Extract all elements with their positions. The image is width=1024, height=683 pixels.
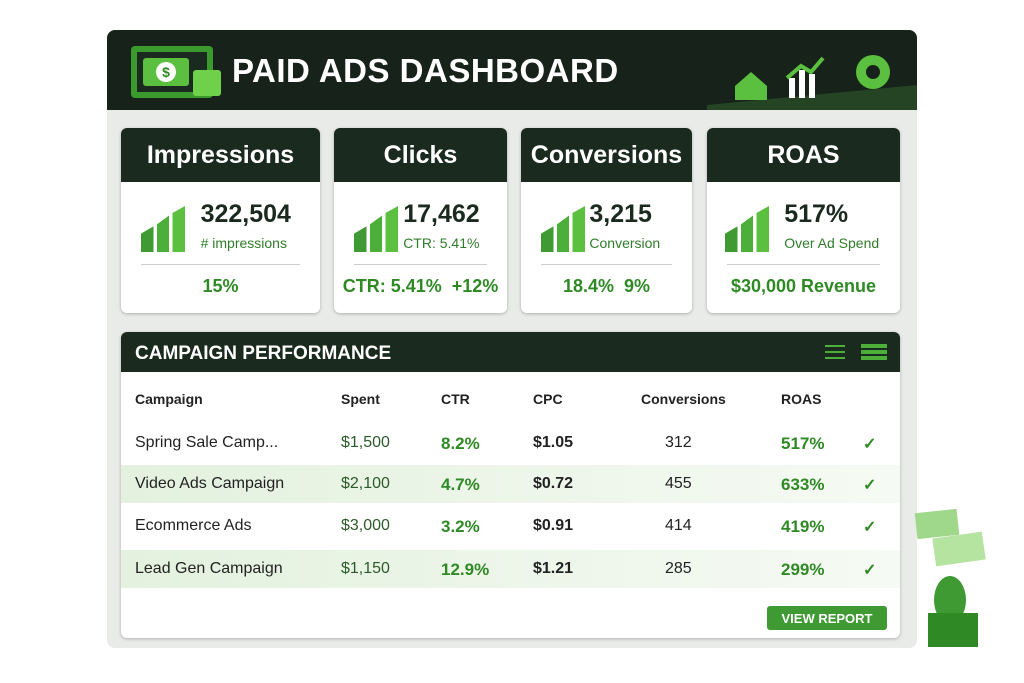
- table-cell: 3.2%: [441, 517, 480, 536]
- kpi-icon: [541, 206, 585, 252]
- kpi-title: Conversions: [521, 128, 692, 182]
- table-cell: $1,150: [341, 560, 390, 577]
- row-check: ✓: [863, 477, 877, 494]
- table-cell: $0.91: [533, 517, 574, 534]
- kpi-card: Clicks 17,462 CTR: 5.41% CTR: 5.41% +12%: [334, 128, 507, 313]
- kpi-card: ROAS 517% Over Ad Spend $30,000 Revenue: [707, 128, 900, 313]
- table-title: CAMPAIGN PERFORMANCE: [135, 343, 392, 364]
- dashboard-title: PAID ADS DASHBOARD: [232, 52, 619, 89]
- kpi-footer: 18.4% 9%: [521, 276, 692, 297]
- column-header: CPC: [533, 391, 563, 407]
- row-check: ✓: [863, 519, 877, 536]
- view-report-button[interactable]: VIEW REPORT: [767, 606, 887, 630]
- kpi-divider: [141, 264, 300, 265]
- table-cell: 633%: [781, 475, 825, 494]
- table-cell: 12.9%: [441, 560, 490, 579]
- kpi-value: 3,215: [589, 200, 652, 228]
- table-cell: 455: [665, 475, 692, 492]
- column-header: CTR: [441, 391, 470, 407]
- column-header: Campaign: [135, 391, 203, 407]
- kpi-footer-text: 18.4%: [562, 276, 615, 296]
- table-cell: Ecommerce Ads: [135, 517, 252, 534]
- table-cell: 517%: [781, 434, 825, 453]
- header-icons: $: [131, 46, 917, 110]
- table-cell: 419%: [781, 517, 825, 536]
- kpi-footer: 15%: [121, 276, 320, 297]
- table-header: [121, 332, 900, 372]
- kpi-footer-text: CTR: 5.41%: [342, 276, 442, 296]
- kpi-footer-text: $30,000 Revenue: [730, 276, 877, 296]
- kpi-subtitle: Over Ad Spend: [784, 235, 880, 251]
- table-cell: 299%: [781, 560, 825, 579]
- table-row: Video Ads Campaign $2,100 4.7% $0.72 455 633%…: [121, 465, 900, 503]
- kpi-icon: [725, 206, 769, 252]
- kpi-divider: [354, 264, 487, 265]
- kpi-card: Conversions 3,215 Conversion 18.4% 9%: [521, 128, 692, 313]
- kpi-title: ROAS: [707, 128, 900, 182]
- svg-text:$: $: [162, 64, 170, 80]
- table-cell: Lead Gen Campaign: [135, 560, 283, 577]
- table-cell: 4.7%: [441, 475, 480, 494]
- kpi-footer-text: +12%: [451, 276, 499, 296]
- table-cell: 285: [665, 560, 692, 577]
- table-row: Lead Gen Campaign $1,150 12.9% $1.21 285 299%…: [121, 550, 900, 588]
- column-header: ROAS: [781, 391, 822, 407]
- kpi-subtitle: CTR: 5.41%: [403, 235, 480, 251]
- kpi-footer: CTR: 5.41% +12%: [334, 276, 507, 297]
- table-cell: Spring Sale Camp...: [135, 434, 279, 451]
- kpi-divider: [541, 264, 672, 265]
- kpi-footer-text: 15%: [202, 276, 239, 296]
- table-cell: $1.21: [533, 560, 574, 577]
- kpi-subtitle: Conversion: [589, 235, 661, 251]
- kpi-divider: [727, 264, 880, 265]
- table-row: Spring Sale Camp... $1,500 8.2% $1.05 312 517…: [121, 424, 900, 462]
- table-cell: Video Ads Campaign: [135, 475, 285, 492]
- plant-decoration: [914, 508, 986, 647]
- kpi-subtitle: # impressions: [200, 235, 287, 251]
- table-cell: $0.72: [533, 475, 574, 492]
- table-cell: $2,100: [341, 475, 390, 492]
- kpi-title: Impressions: [121, 128, 320, 182]
- kpi-icon: [354, 206, 398, 252]
- kpi-value: 517%: [784, 200, 849, 228]
- row-check: ✓: [863, 436, 877, 453]
- table-cell: $1,500: [341, 434, 390, 451]
- kpi-icon: [141, 206, 185, 252]
- column-header: Conversions: [641, 391, 726, 407]
- kpi-value: 17,462: [403, 200, 480, 228]
- column-header: Spent: [341, 391, 380, 407]
- table-cell: 414: [665, 517, 692, 534]
- campaign-table: CAMPAIGN PERFORMANCE Campaign Spent CTR CPC…: [121, 332, 900, 638]
- kpi-footer-text: 9%: [624, 276, 651, 296]
- kpi-footer: $30,000 Revenue: [707, 276, 900, 297]
- header-bar: $: [107, 30, 917, 110]
- kpi-title: Clicks: [334, 128, 507, 182]
- view-icons: [825, 344, 887, 360]
- row-check: ✓: [863, 562, 877, 579]
- kpi-value: 322,504: [200, 200, 291, 228]
- table-cell: $1.05: [533, 434, 574, 451]
- kpi-card: Impressions 322,504 # impressions 15%: [121, 128, 320, 313]
- table-cell: $3,000: [341, 517, 390, 534]
- table-row: Ecommerce Ads $3,000 3.2% $0.91 414 419% ✓: [121, 507, 900, 545]
- table-cell: 312: [665, 434, 692, 451]
- table-cell: 8.2%: [441, 434, 480, 453]
